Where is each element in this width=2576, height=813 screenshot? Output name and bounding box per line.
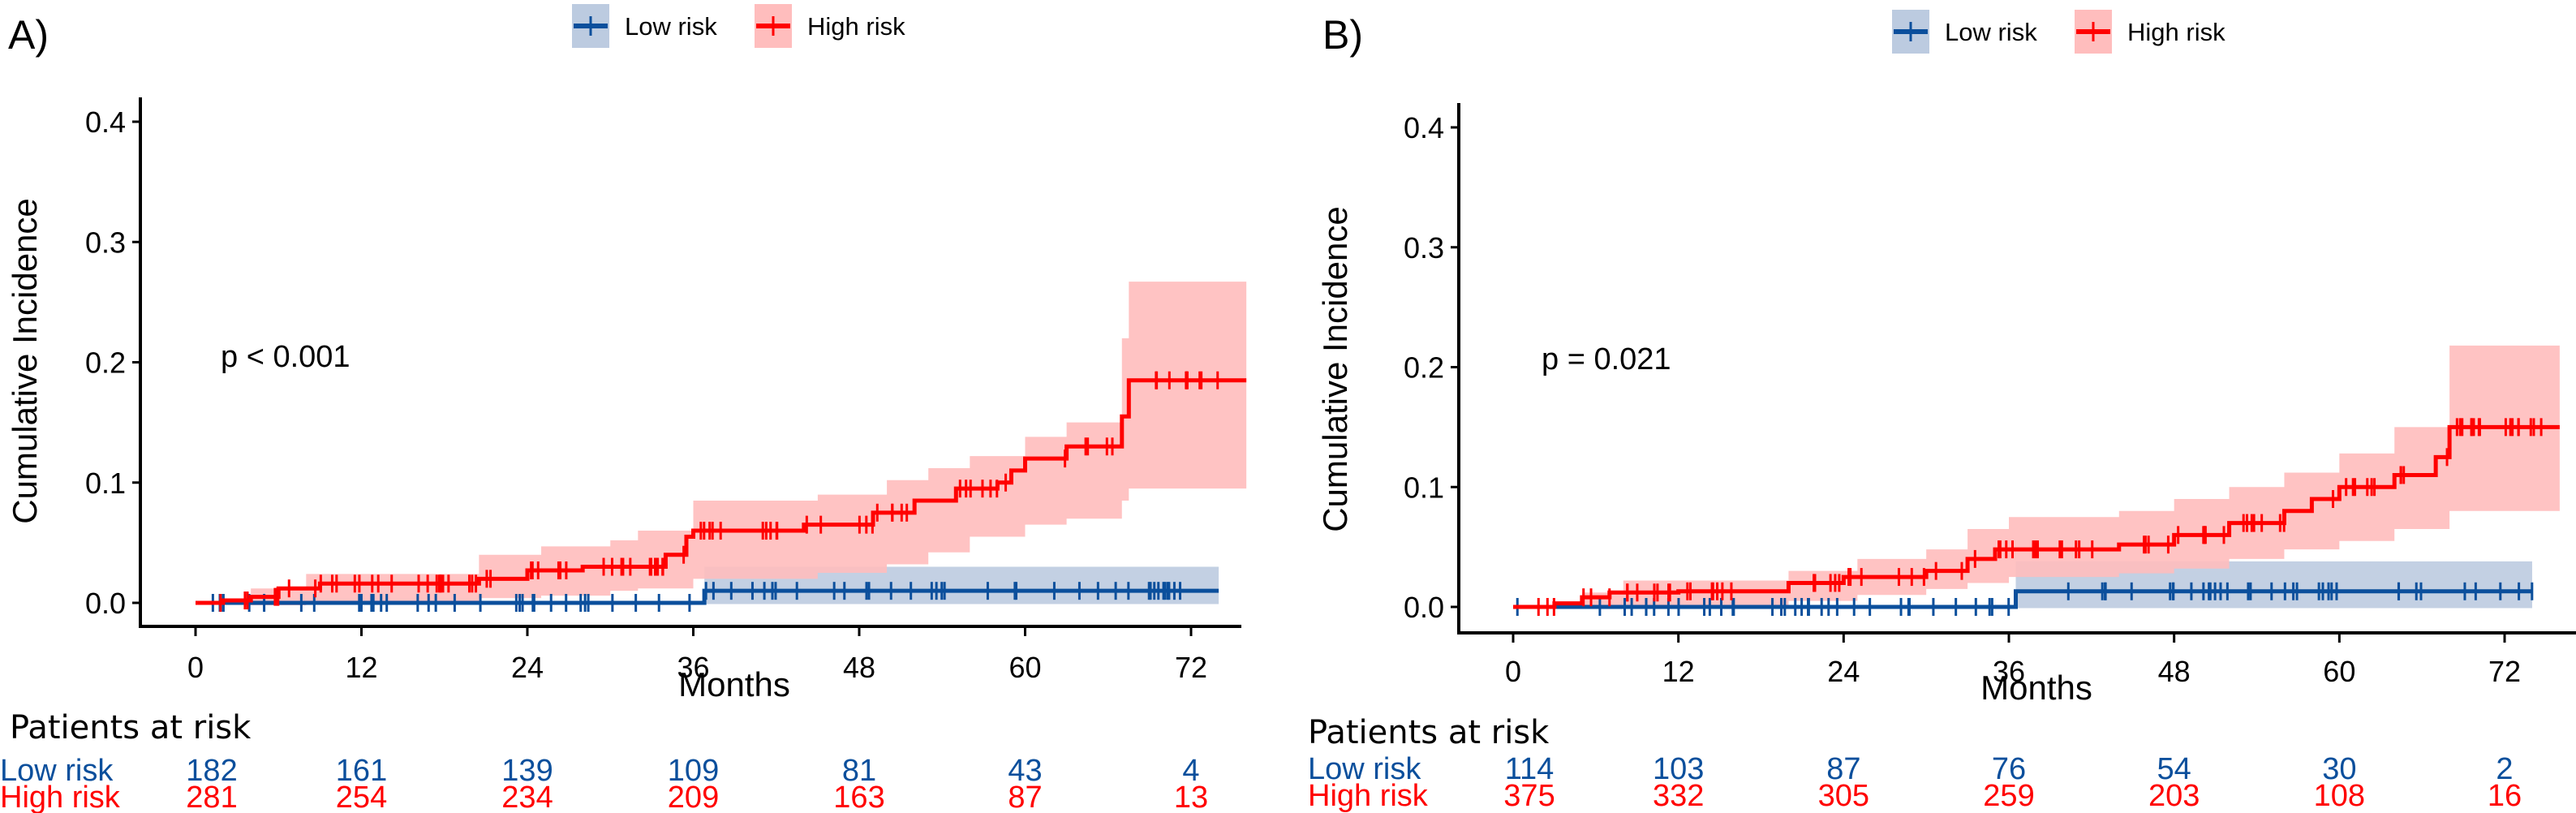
risk-count: 108 [2314,779,2365,813]
risk-table-row-low: Low risk 114 103 87 76 54 30 2 [1308,752,2514,786]
risk-count: 103 [1653,752,1704,786]
risk-count: 259 [1983,779,2034,813]
risk-table-row-low: Low risk 182 161 139 109 81 43 4 [0,754,1200,788]
panel-b: B) 0.0 0.1 0.2 0.3 0.4 0 12 24 36 48 60 72 Cumulative… [1308,12,2576,813]
risk-count: 161 [336,754,387,788]
series-line-low [1513,589,2532,609]
x-tick-label: 60 [2323,655,2355,688]
series-line-high [1513,424,2560,609]
x-tick-label: 0 [1505,655,1521,688]
risk-count: 281 [186,781,237,813]
risk-count: 209 [668,781,719,813]
confidence-band-low [1513,561,2532,609]
legend-item-high: High risk [755,4,905,48]
y-tick-label: 0.0 [85,587,126,620]
risk-count: 2 [2496,752,2513,786]
risk-row-label: Low risk [0,754,114,788]
y-tick-label: 0.1 [1404,471,1444,504]
risk-count: 13 [1174,781,1208,813]
legend-label: Low risk [1945,18,2037,46]
risk-count: 139 [501,754,553,788]
risk-table-title: Patients at risk [1308,714,1550,751]
risk-count: 234 [501,781,553,813]
y-axis-title: Cumulative Incidence [1316,206,1354,532]
risk-count: 332 [1653,779,1704,813]
x-tick-label: 48 [2158,655,2191,688]
x-tick-label: 36 [677,651,709,684]
x-axis-title: Months [1980,669,2092,707]
legend-label: High risk [2127,18,2226,46]
y-tick-label: 0.1 [85,467,126,500]
risk-count: 54 [2157,752,2191,786]
x-axis-title: Months [678,665,790,703]
y-tick-label: 0.0 [1404,591,1444,624]
risk-count: 87 [1826,752,1860,786]
p-value-annotation: p < 0.001 [221,340,350,374]
censor-marks-low [1516,582,2534,616]
x-tick-label: 48 [843,651,875,684]
legend-label: Low risk [625,12,717,41]
x-tick-label: 72 [1175,651,1207,684]
legend-item-low: Low risk [572,4,717,48]
risk-count: 16 [2488,779,2522,813]
risk-count: 76 [1992,752,2026,786]
y-tick-label: 0.3 [85,226,126,259]
risk-count: 375 [1503,779,1555,813]
y-tick-label: 0.2 [85,346,126,380]
risk-table-title: Patients at risk [10,709,252,746]
risk-count: 43 [1008,754,1042,788]
legend: Low risk High risk [572,4,905,48]
risk-count: 4 [1182,754,1199,788]
risk-row-label: High risk [1308,779,1429,813]
legend-label: High risk [807,12,905,41]
x-tick-label: 36 [1993,655,2025,688]
y-axis-title: Cumulative Incidence [6,198,44,524]
series-line-low [196,588,1219,605]
risk-count: 305 [1818,779,1869,813]
y-tick-label: 0.4 [85,105,126,139]
risk-count: 163 [833,781,884,813]
censor-marks-high [219,371,1219,612]
x-tick-label: 24 [511,651,544,684]
risk-count: 87 [1008,781,1042,813]
risk-count: 254 [336,781,387,813]
censor-marks-low [211,582,1182,612]
risk-table-row-high: High risk 281 254 234 209 163 87 13 [0,781,1208,813]
risk-count: 30 [2322,752,2356,786]
y-tick-label: 0.3 [1404,231,1444,265]
risk-row-label: High risk [0,781,121,813]
x-tick-label: 0 [187,651,204,684]
panel-label: B) [1322,12,1363,58]
censor-marks-high [1537,418,2543,616]
x-tick-label: 12 [1662,655,1695,688]
y-tick-label: 0.4 [1404,111,1444,144]
panel-label: A) [8,12,49,58]
risk-table-row-high: High risk 375 332 305 259 203 108 16 [1308,779,2522,813]
y-tick-label: 0.2 [1404,351,1444,385]
x-tick-label: 12 [345,651,377,684]
risk-count: 109 [668,754,719,788]
p-value-annotation: p = 0.021 [1542,342,1671,376]
legend: Low risk High risk [1892,10,2226,54]
risk-count: 114 [1505,752,1555,786]
risk-row-label: Low risk [1308,752,1421,786]
x-tick-label: 60 [1008,651,1041,684]
risk-count: 182 [186,754,237,788]
x-tick-label: 24 [1827,655,1860,688]
confidence-band-high [196,282,1247,605]
legend-item-high: High risk [2075,10,2226,54]
risk-count: 81 [842,754,876,788]
legend-item-low: Low risk [1892,10,2037,54]
risk-count: 203 [2148,779,2200,813]
panel-a: A) 0.0 0.1 0.2 0.3 0.4 0 12 24 36 48 60 72 Cumulative… [0,12,1247,813]
x-tick-label: 72 [2488,655,2521,688]
confidence-band-high [1513,345,2560,609]
